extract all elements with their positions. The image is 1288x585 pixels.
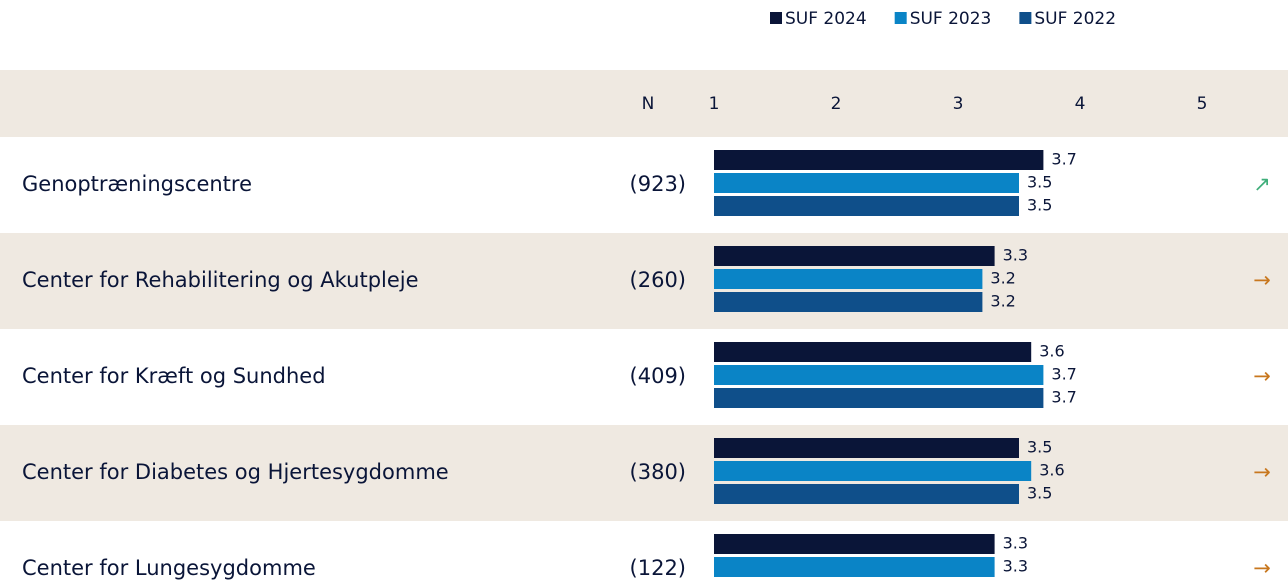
value-label: 3.7 [1051,365,1076,384]
value-label: 3.6 [1039,342,1064,361]
n-label: (260) [630,268,686,292]
bar [714,246,995,266]
bar [714,342,1032,362]
bar [714,196,1019,216]
n-label: (122) [630,556,686,580]
bar [714,269,983,289]
row-label: Genoptræningscentre [22,172,252,196]
value-label: 3.3 [1003,557,1028,576]
n-label: (409) [630,364,686,388]
x-tick-label: 1 [709,94,720,114]
bar [714,292,983,312]
trend-icon: → [1253,556,1271,580]
bar [714,173,1019,193]
row-label: Center for Rehabilitering og Akutpleje [22,268,419,292]
trend-icon: → [1253,364,1271,388]
bar [714,484,1019,504]
n-header: N [642,94,655,114]
value-label: 3.3 [1003,246,1028,265]
legend-swatch [894,12,907,24]
x-tick-label: 5 [1197,94,1208,114]
value-label: 3.7 [1051,150,1076,169]
trend-icon: ↗ [1253,172,1271,196]
x-tick-label: 3 [953,94,964,114]
trend-icon: → [1253,460,1271,484]
value-label: 3.6 [1039,461,1064,480]
row-band [0,425,1288,521]
value-label: 3.5 [1027,196,1052,215]
header-band [0,70,1288,137]
value-label: 3.5 [1027,438,1052,457]
value-label: 3.3 [1003,534,1028,553]
value-label: 3.5 [1027,484,1052,503]
bar [714,461,1032,481]
legend-label: SUF 2023 [910,9,992,29]
legend-swatch [1019,12,1032,24]
legend-label: SUF 2024 [785,9,867,29]
value-label: 3.2 [990,292,1015,311]
bar [714,150,1044,170]
bar [714,557,995,577]
value-label: 3.5 [1027,173,1052,192]
legend-label: SUF 2022 [1034,9,1116,29]
legend-swatch [770,12,782,24]
n-label: (380) [630,460,686,484]
row-label: Center for Diabetes og Hjertesygdomme [22,460,449,484]
value-label: 3.7 [1051,388,1076,407]
row-label: Center for Lungesygdomme [22,556,316,580]
bar [714,438,1019,458]
bar [714,534,995,554]
bar [714,388,1044,408]
value-label: 3.2 [990,269,1015,288]
bar [714,365,1044,385]
row-band [0,233,1288,329]
row-label: Center for Kræft og Sundhed [22,364,326,388]
trend-icon: → [1253,268,1271,292]
x-tick-label: 2 [831,94,842,114]
n-label: (923) [630,172,686,196]
x-tick-label: 4 [1075,94,1086,114]
